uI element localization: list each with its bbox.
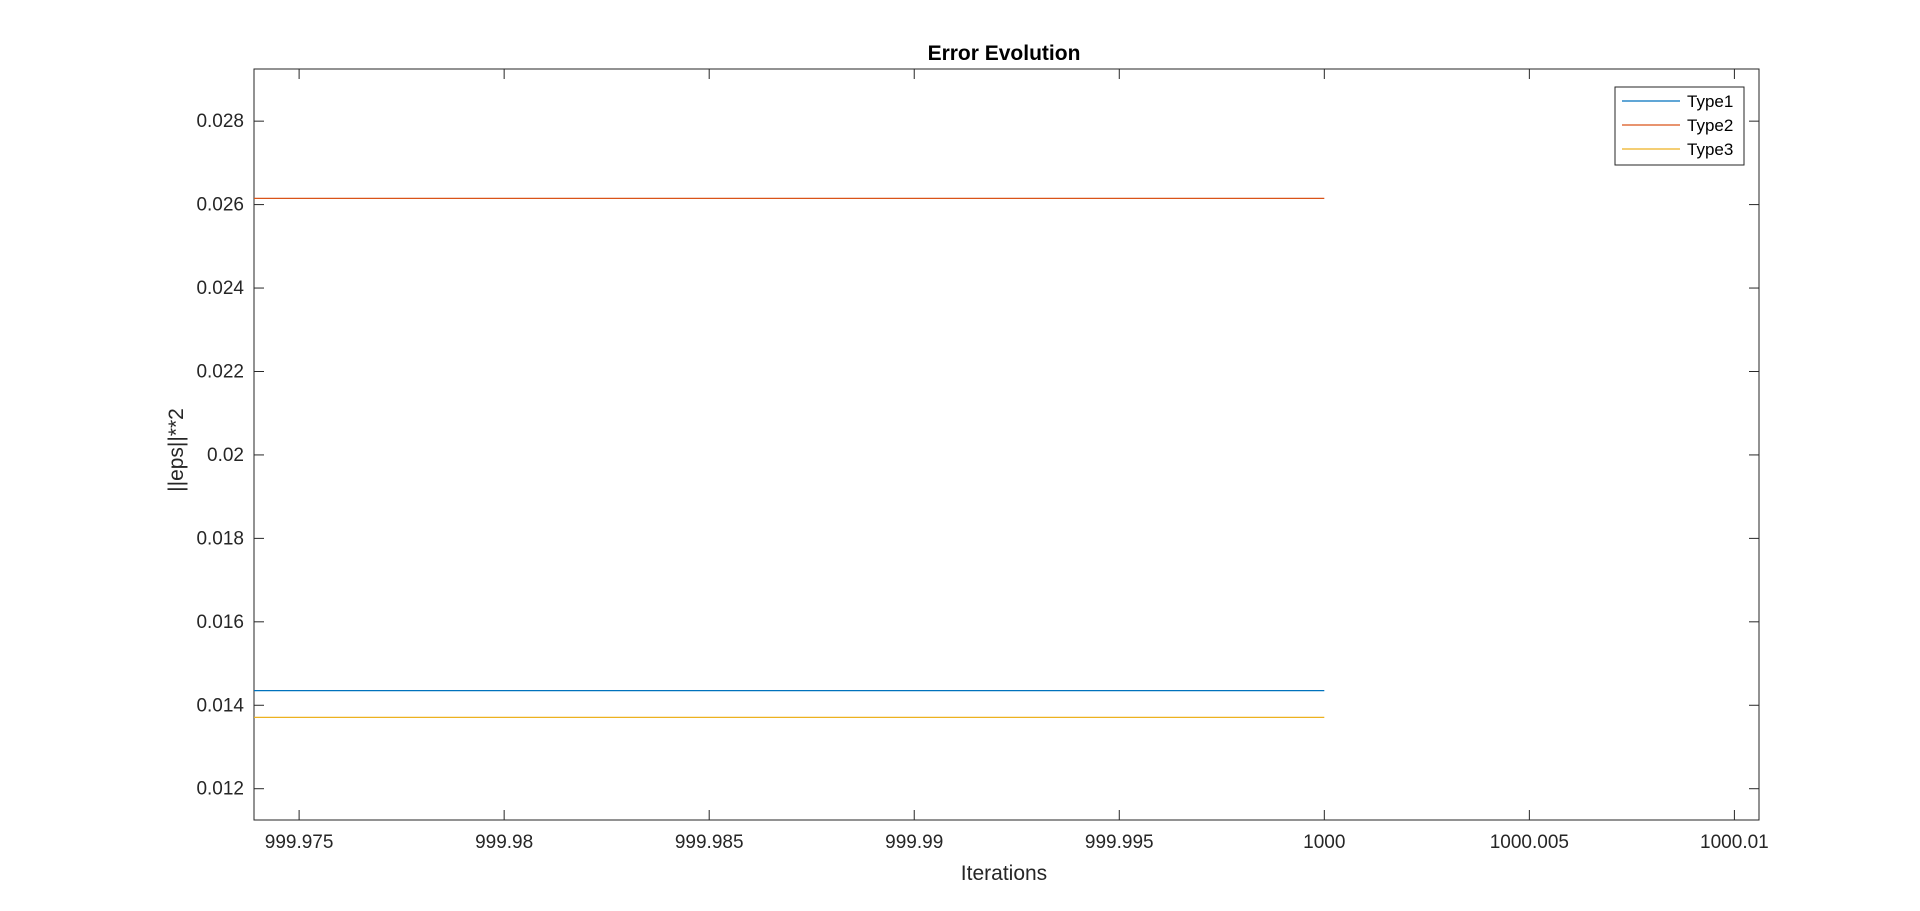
x-axis-label: Iterations — [961, 862, 1047, 885]
y-axis-label: ||eps||**2 — [165, 408, 188, 492]
y-tick-label: 0.016 — [196, 612, 244, 633]
plot-area: 999.975 999.98 999.985 999.99 999.995 1000 100… — [196, 68, 1769, 853]
y-axis-ticks: 0.012 0.014 0.016 0.018 0.02 0.022 0.024 0.026 0… — [196, 111, 1759, 800]
x-axis-ticks: 999.975 999.98 999.985 999.99 999.995 1000 100… — [265, 69, 1769, 853]
y-tick-label: 0.024 — [196, 278, 244, 299]
legend-box — [1614, 86, 1745, 166]
y-tick-label: 0.02 — [207, 445, 244, 466]
chart-title: Error Evolution — [928, 42, 1081, 65]
y-tick-label: 0.022 — [196, 361, 244, 382]
x-tick-label: 999.99 — [885, 832, 943, 853]
legend-label-2: Type2 — [1687, 116, 1733, 135]
x-tick-label: 1000.005 — [1490, 832, 1569, 853]
legend-label-3: Type3 — [1687, 140, 1733, 159]
x-tick-label: 1000 — [1303, 832, 1345, 853]
axes-frame — [253, 68, 1760, 821]
y-tick-label: 0.012 — [196, 779, 244, 800]
x-tick-label: 1000.01 — [1700, 832, 1769, 853]
y-tick-label: 0.018 — [196, 528, 244, 549]
x-tick-label: 999.975 — [265, 832, 334, 853]
x-tick-label: 999.995 — [1085, 832, 1154, 853]
series-layer — [254, 197, 1325, 718]
y-tick-label: 0.026 — [196, 195, 244, 216]
x-tick-label: 999.98 — [475, 832, 533, 853]
legend-label-1: Type1 — [1687, 92, 1733, 111]
x-tick-label: 999.985 — [675, 832, 744, 853]
y-tick-label: 0.028 — [196, 111, 244, 132]
y-tick-label: 0.014 — [196, 695, 244, 716]
legend: Type1 Type2 Type3 — [1614, 86, 1745, 166]
